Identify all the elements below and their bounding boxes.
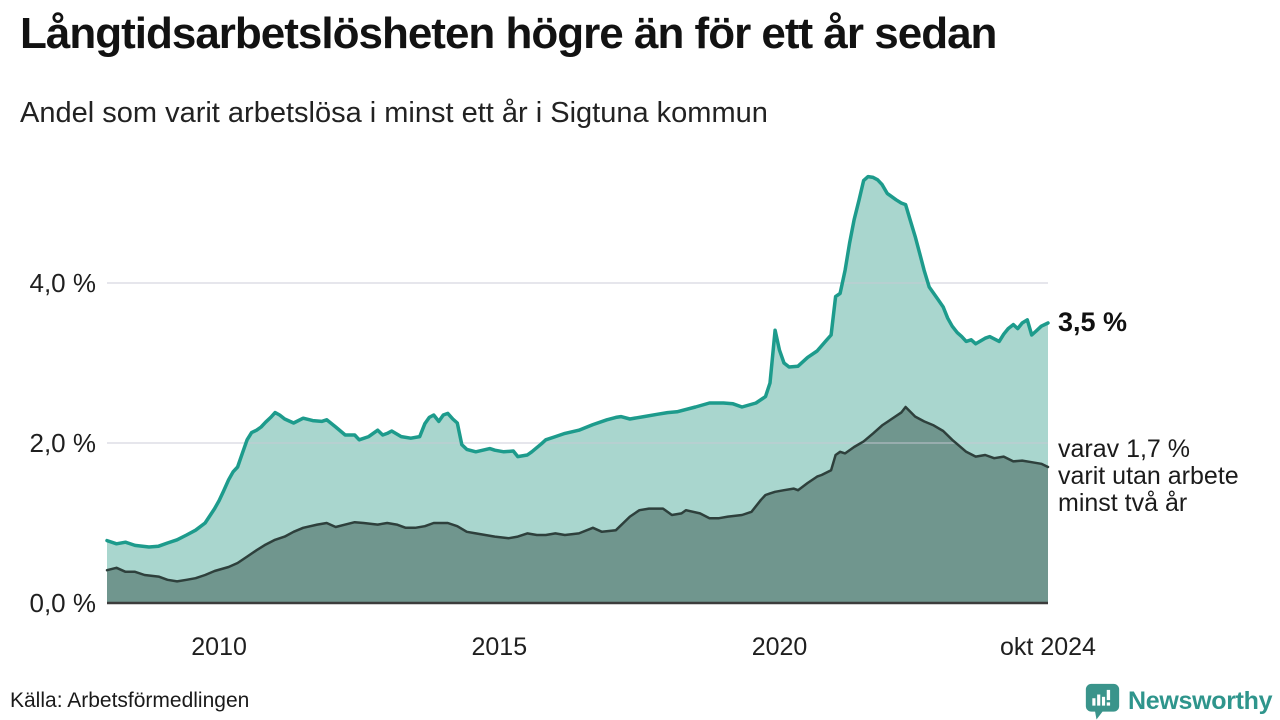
y-tick-2pct: 2,0 % [29,428,97,458]
breakdown-line-3: minst två år [1058,489,1188,517]
x-tick-okt-2024: okt 2024 [1000,633,1096,661]
y-tick-0pct: 0,0 % [29,588,97,618]
breakdown-annotation: varav 1,7 % varit utan arbete minst två … [1058,436,1239,517]
latest-value-label: 3,5 % [1058,307,1128,337]
chart-subtitle: Andel som varit arbetslösa i minst ett å… [20,97,768,129]
breakdown-line-1: varav 1,7 % [1058,435,1191,463]
x-tick-2015: 2015 [471,633,528,661]
x-tick-2010: 2010 [191,633,247,661]
utan-arbete-minst-tva-ar-area [107,407,1048,603]
utan-arbete-minst-tva-ar-line [105,405,1050,583]
x-tick-2020: 2020 [751,633,808,661]
newsworthy-logo: Newsworthy [1084,682,1273,720]
source-attribution: Källa: Arbetsförmedlingen [10,689,250,712]
breakdown-line-2: varit utan arbete [1058,462,1239,490]
newsworthy-wordmark: Newsworthy [1128,686,1273,715]
arbetslosa-minst-ett-ar-line [105,174,1050,549]
chart-title: Långtidsarbetslösheten högre än för ett … [20,9,997,58]
y-tick-4pct: 4,0 % [29,268,97,298]
newsworthy-bubble-chart-icon [1085,683,1120,720]
